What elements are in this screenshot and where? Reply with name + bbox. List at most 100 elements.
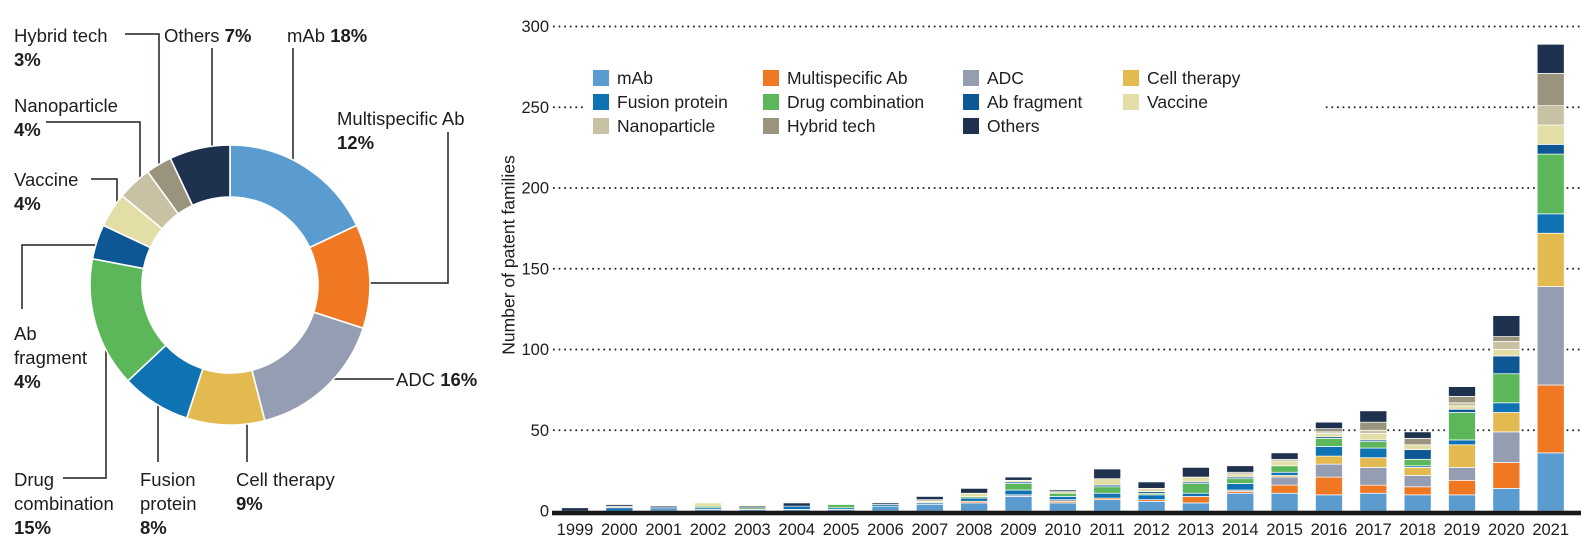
y-tick-150: 150: [521, 260, 549, 278]
pie-label-text: Ab fragment: [14, 323, 88, 368]
pie-label-vaccine: Vaccine 4%: [14, 168, 124, 216]
pie-label-text: ADC: [396, 369, 436, 390]
bar-2011-fusion: [1093, 492, 1122, 499]
x-tick-2007: 2007: [911, 521, 948, 539]
legend-item-abfrag: Ab fragment: [963, 92, 1123, 113]
bar-2017-multispecific: [1359, 484, 1388, 494]
leader-ab-fragment: [21, 244, 100, 309]
pie-label-pct: 4%: [14, 371, 41, 392]
bar-2021-vaccine: [1536, 124, 1565, 145]
pie-label-text: Multispecific Ab: [337, 108, 465, 129]
legend-swatch-vaccine: [1123, 94, 1139, 110]
bar-2008-vaccine: [960, 492, 988, 497]
bar-2019-cell: [1448, 444, 1476, 468]
legend-swatch-nano: [593, 118, 609, 134]
bar-2021-drug: [1536, 153, 1565, 215]
bar-2019-others: [1448, 386, 1476, 397]
bar-2016-cell: [1315, 455, 1343, 465]
legend-item-adc: ADC: [963, 68, 1123, 89]
x-tick-2002: 2002: [690, 521, 727, 539]
pie-label-pct: 18%: [330, 25, 368, 46]
bar-2007-others: [915, 496, 944, 501]
bar-2019-multispecific: [1448, 479, 1476, 496]
bar-2000-others: [605, 504, 634, 507]
x-tick-2012: 2012: [1133, 521, 1170, 539]
pie-label-nano: Nanoparticle 4%: [14, 94, 154, 142]
leader-multispecific: [367, 132, 449, 284]
bar-2016-adc: [1315, 463, 1343, 478]
donut-slice-others: [169, 144, 231, 207]
bar-2019-adc: [1448, 467, 1476, 481]
bar-2017-cell: [1359, 457, 1388, 468]
leader-hybrid-tech: [125, 33, 160, 171]
y-tick-250: 250: [521, 99, 549, 117]
x-tick-2003: 2003: [734, 521, 771, 539]
axis-labels: 0 50 100 150 200 250 300 1999 2000 2001 2002 2003 20…: [521, 18, 1569, 539]
bar-2009-drug: [1004, 483, 1033, 491]
legend-label-adc: ADC: [987, 67, 1024, 88]
legend-label-mab: mAb: [617, 67, 653, 88]
bar-2001-mab: [649, 507, 678, 512]
bar-2011-drug: [1093, 486, 1122, 494]
bar-2009-fusion: [1004, 489, 1033, 496]
bar-2017-hybrid: [1359, 421, 1388, 431]
bar-2013-drug: [1182, 483, 1210, 494]
bar-2019-mab: [1448, 494, 1476, 512]
bar-2020-abfrag: [1492, 355, 1521, 375]
bar-2017-fusion: [1359, 447, 1388, 459]
y-tick-200: 200: [521, 180, 549, 198]
bar-2020-hybrid: [1492, 336, 1521, 342]
bar-2008-fusion: [960, 497, 988, 502]
bar-2007-mab: [915, 504, 944, 512]
legend-item-vaccine: Vaccine: [1123, 92, 1323, 113]
legend-swatch-others: [963, 118, 979, 134]
bar-2020-mab: [1492, 488, 1521, 512]
bar-2011-vaccine: [1093, 478, 1122, 486]
donut-chart: [21, 33, 449, 479]
bar-2016-others: [1315, 421, 1343, 429]
bar-2018-abfrag: [1403, 449, 1432, 460]
bar-2014-vaccine: [1226, 473, 1255, 478]
bar-2013-others: [1182, 467, 1210, 478]
x-tick-2009: 2009: [1000, 521, 1037, 539]
donut-panel: mAb 18% Multispecific Ab 12% ADC 16% Cell th…: [0, 0, 490, 555]
bar-2010-mab: [1048, 502, 1077, 512]
bar-2021-hybrid: [1536, 72, 1565, 106]
legend-label-drug: Drug combination: [787, 91, 925, 112]
legend-label-nano: Nanoparticle: [617, 115, 716, 136]
donut-slice-adc: [250, 311, 365, 422]
bar-2004-others: [782, 502, 811, 507]
legend-item-fusion: Fusion protein: [593, 92, 763, 113]
bar-2018-mab: [1403, 494, 1432, 512]
bar-2018-hybrid: [1403, 437, 1432, 446]
bar-2011-mab: [1093, 499, 1122, 512]
bar-2017-vaccine: [1359, 433, 1388, 441]
bar-2017-nano: [1359, 429, 1388, 434]
bar-2020-cell: [1492, 412, 1521, 433]
y-tick-50: 50: [531, 422, 549, 440]
bar-2020-drug: [1492, 373, 1521, 404]
bar-2004-fusion: [782, 505, 811, 510]
pie-label-pct: 7%: [224, 25, 252, 46]
x-axis-line: [552, 510, 1581, 516]
bar-2021-adc: [1536, 286, 1565, 386]
bar-2014-others: [1226, 465, 1255, 473]
bar-2014-drug: [1226, 478, 1255, 484]
x-tick-2008: 2008: [956, 521, 993, 539]
bar-2013-fusion: [1182, 492, 1210, 497]
legend-swatch-fusion: [593, 94, 609, 110]
bar-2019-hybrid: [1448, 395, 1476, 404]
bar-2021-others: [1536, 43, 1565, 74]
bar-2011-others: [1093, 468, 1122, 480]
x-tick-2011: 2011: [1089, 521, 1124, 539]
x-tick-2013: 2013: [1178, 521, 1215, 539]
pie-label-pct: 4%: [14, 119, 41, 140]
legend-swatch-adc: [963, 70, 979, 86]
legend-item-multispecific: Multispecific Ab: [763, 68, 963, 89]
legend-item-drug: Drug combination: [763, 92, 963, 113]
bar-2010-others: [1048, 489, 1077, 492]
bar-2018-adc: [1403, 475, 1432, 488]
pie-label-fusion: Fusion protein 8%: [140, 468, 230, 540]
bar-2015-mab: [1270, 492, 1299, 512]
